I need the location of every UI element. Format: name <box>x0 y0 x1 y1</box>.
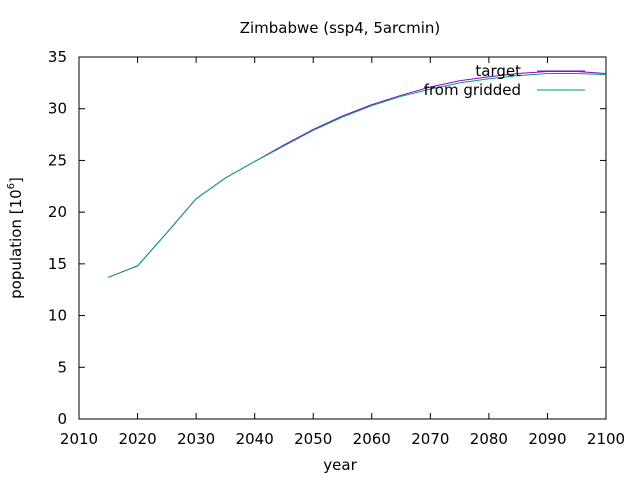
series-lines <box>108 71 607 278</box>
chart-title: Zimbabwe (ssp4, 5arcmin) <box>240 19 441 37</box>
plot-area-border <box>78 56 607 420</box>
x-axis-label: year <box>323 456 357 474</box>
x-tick-label: 2040 <box>236 430 274 448</box>
x-tick-label: 2100 <box>587 430 625 448</box>
y-tick-label: 25 <box>48 151 67 169</box>
y-tick-label: 5 <box>57 358 67 376</box>
y-axis-label-close: ] <box>7 177 25 183</box>
x-tick-label: 2030 <box>177 430 215 448</box>
legend-label-0: target <box>475 62 521 80</box>
y-tick-label: 30 <box>48 100 67 118</box>
x-tick-label: 2060 <box>353 430 391 448</box>
y-axis-label-exponent: 6 <box>6 183 17 189</box>
y-tick-label: 10 <box>48 307 67 325</box>
x-tick-label: 2050 <box>294 430 332 448</box>
y-tick-label: 0 <box>57 410 67 428</box>
x-axis: 2010 2020 2030 2040 2050 2060 2070 2080 2090 2100 <box>60 57 625 448</box>
y-axis-label-base: population [10 <box>7 189 25 299</box>
series-line-1 <box>108 73 607 278</box>
y-tick-label: 20 <box>48 203 67 221</box>
x-tick-label: 2080 <box>470 430 508 448</box>
y-axis: 0 5 10 15 20 25 30 35 <box>48 48 606 428</box>
x-tick-label: 2070 <box>411 430 449 448</box>
x-tick-label: 2020 <box>118 430 156 448</box>
y-tick-label: 15 <box>48 255 67 273</box>
y-tick-label: 35 <box>48 48 67 66</box>
x-tick-label: 2010 <box>60 430 98 448</box>
series-line-0 <box>108 71 607 278</box>
x-tick-label: 2090 <box>528 430 566 448</box>
legend-label-1: from gridded <box>424 81 521 99</box>
y-axis-label: population [106] <box>6 177 25 299</box>
